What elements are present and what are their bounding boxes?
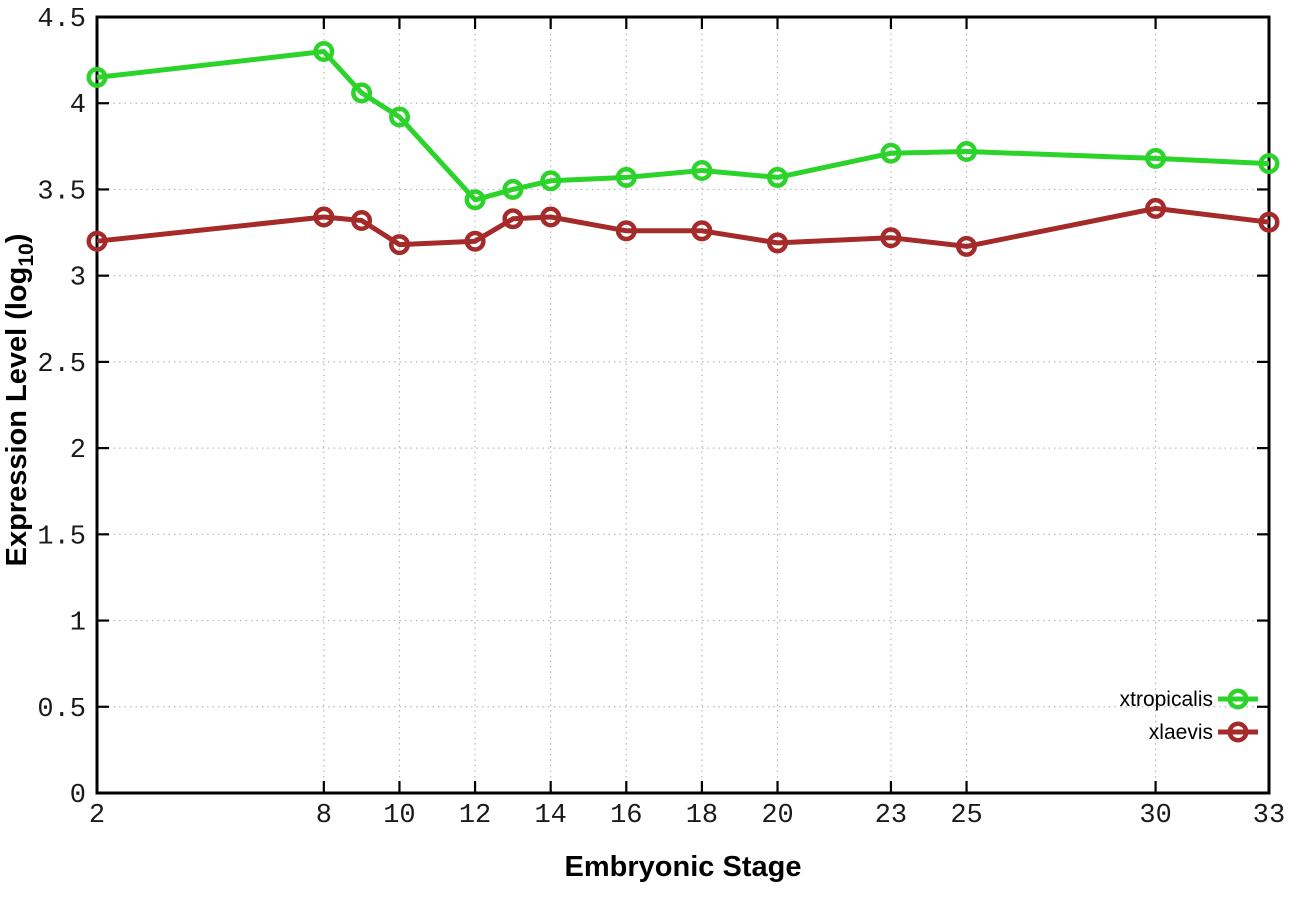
- data-point-xlaevis: [389, 234, 410, 256]
- grid-layer: [97, 17, 1269, 793]
- y-tick-label: 4: [70, 91, 86, 121]
- data-point-xtropicalis: [615, 166, 637, 188]
- x-tick-label: 10: [383, 801, 415, 831]
- x-tick-label: 8: [316, 801, 332, 831]
- y-tick-label: 1: [70, 609, 86, 639]
- x-tick-label: 20: [761, 801, 793, 831]
- y-tick-label: 2: [70, 436, 86, 466]
- series-line-xtropicalis: [96, 49, 1270, 203]
- data-point-xtropicalis: [1258, 153, 1280, 175]
- y-tick-label: 3.5: [37, 177, 86, 207]
- data-point-xtropicalis: [956, 141, 977, 162]
- y-axis-title: Expression Level (log10): [1, 234, 38, 567]
- axis-layer: 2 8 10 12 14 16 18 20 23 25 30 33 0 0.5 1 1.5 2 2.5 3 3.5 4 4…: [37, 5, 1285, 831]
- data-point-xtropicalis: [86, 66, 108, 88]
- data-point-xlaevis: [767, 232, 788, 254]
- y-tick-label: 0.5: [37, 695, 86, 725]
- legend: xtropicalis xlaevis: [1120, 688, 1258, 744]
- x-tick-label: 12: [459, 801, 491, 831]
- data-point-xtropicalis: [464, 189, 486, 211]
- plot-border: [95, 15, 1271, 795]
- data-point-xtropicalis: [313, 41, 335, 62]
- x-tick-label: 23: [875, 801, 907, 831]
- data-point-xlaevis: [540, 206, 562, 228]
- y-tick-label: 2.5: [37, 350, 86, 380]
- data-point-xtropicalis: [351, 82, 373, 104]
- y-tick-label: 3: [70, 264, 86, 294]
- x-tick-label: 14: [534, 801, 566, 831]
- data-point-xlaevis: [615, 220, 637, 242]
- x-tick-label: 2: [89, 801, 105, 831]
- legend-sample-marker-xtropicalis: [1227, 688, 1249, 710]
- x-tick-label: 25: [950, 801, 982, 831]
- data-point-xlaevis: [956, 235, 977, 257]
- data-point-xtropicalis: [502, 178, 524, 200]
- series-line-xlaevis: [96, 205, 1270, 249]
- series-layer: [86, 41, 1280, 257]
- data-point-xtropicalis: [389, 106, 410, 128]
- data-point-xlaevis: [1145, 197, 1167, 219]
- x-tick-label: 18: [686, 801, 718, 831]
- x-tick-label: 33: [1253, 801, 1285, 831]
- legend-sample-marker-xlaevis: [1227, 721, 1249, 743]
- data-point-xtropicalis: [880, 142, 902, 164]
- data-point-xlaevis: [351, 210, 373, 231]
- legend-samples: [1218, 688, 1258, 743]
- data-point-xlaevis: [691, 220, 713, 242]
- x-tick-label: 30: [1139, 801, 1171, 831]
- data-point-xlaevis: [1258, 211, 1280, 233]
- data-point-xlaevis: [86, 230, 108, 252]
- data-point-xtropicalis: [767, 166, 788, 188]
- x-tick-label: 16: [610, 801, 642, 831]
- data-point-xtropicalis: [691, 160, 713, 181]
- data-point-xlaevis: [502, 208, 524, 230]
- data-point-xtropicalis: [540, 170, 562, 192]
- x-axis-title: Embryonic Stage: [565, 851, 802, 883]
- legend-label-xlaevis: xlaevis: [1149, 721, 1213, 744]
- legend-label-xtropicalis: xtropicalis: [1120, 688, 1213, 711]
- data-point-xtropicalis: [1145, 147, 1167, 169]
- y-tick-label: 0: [70, 781, 86, 811]
- data-point-xlaevis: [464, 230, 486, 252]
- y-tick-label: 1.5: [37, 522, 86, 552]
- data-point-xlaevis: [880, 227, 902, 249]
- data-point-xlaevis: [313, 206, 335, 228]
- y-tick-label: 4.5: [37, 5, 86, 35]
